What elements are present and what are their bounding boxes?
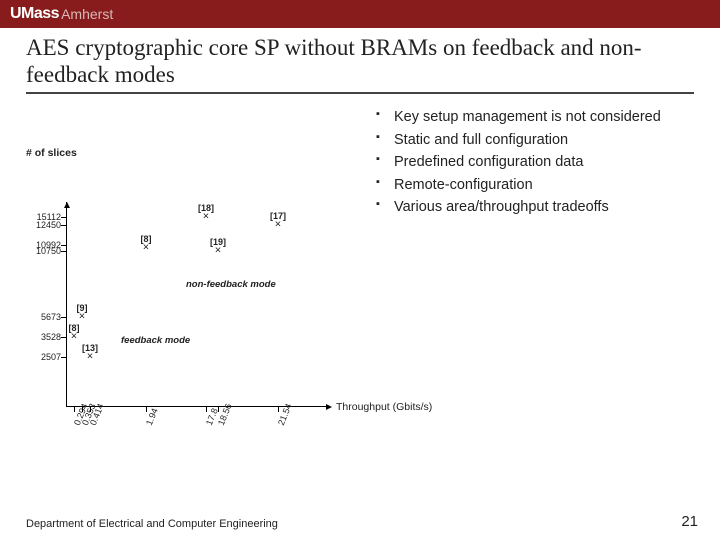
bullet-item: Predefined configuration data: [376, 152, 702, 173]
logo-sub: Amherst: [61, 6, 113, 22]
slide-title: AES cryptographic core SP without BRAMs …: [0, 28, 720, 92]
x-tick: [278, 406, 279, 412]
title-underline: [26, 92, 694, 94]
data-point-marker: ×: [275, 220, 281, 231]
y-tick: [61, 337, 67, 338]
logo-bar: UMass Amherst: [0, 0, 720, 28]
y-tick-label: 10750: [27, 246, 61, 256]
x-tick: [74, 406, 75, 412]
data-point-label: [8]: [69, 323, 80, 333]
x-tick: [146, 406, 147, 412]
y-tick-label: 5673: [27, 312, 61, 322]
y-tick: [61, 357, 67, 358]
x-tick: [82, 406, 83, 412]
region-label: feedback mode: [121, 335, 190, 346]
data-point-marker: ×: [79, 312, 85, 323]
data-point-label: [9]: [77, 303, 88, 313]
y-tick: [61, 317, 67, 318]
data-point-marker: ×: [215, 246, 221, 257]
y-tick-label: 2507: [27, 352, 61, 362]
data-point-marker: ×: [71, 332, 77, 343]
y-axis-label: # of slices: [26, 147, 77, 159]
y-tick-label: 3528: [27, 332, 61, 342]
y-tick: [61, 217, 67, 218]
y-tick: [61, 225, 67, 226]
logo-main: UMass: [10, 5, 59, 23]
page-number: 21: [681, 513, 698, 530]
data-point-marker: ×: [203, 212, 209, 223]
x-tick: [206, 406, 207, 412]
y-arrowhead-icon: [64, 202, 70, 208]
x-tick: [90, 406, 91, 412]
bullet-item: Remote-configuration: [376, 175, 702, 196]
bullet-item: Key setup management is not considered: [376, 107, 702, 128]
x-tick: [218, 406, 219, 412]
data-point-label: [18]: [198, 203, 214, 213]
x-arrowhead-icon: [326, 404, 332, 410]
bullet-item: Static and full configuration: [376, 130, 702, 151]
data-point-marker: ×: [143, 243, 149, 254]
y-tick-label: 12450: [27, 220, 61, 230]
y-tick: [61, 245, 67, 246]
bullet-item: Various area/throughput tradeoffs: [376, 197, 702, 218]
data-point-marker: ×: [87, 352, 93, 363]
region-label: non-feedback mode: [186, 279, 276, 290]
x-axis-label: Throughput (Gbits/s): [336, 401, 432, 413]
y-tick: [61, 251, 67, 252]
scatter-chart: # of slices Throughput (Gbits/s) 1511212…: [26, 167, 356, 427]
bullet-list: Key setup management is not consideredSt…: [376, 107, 702, 220]
data-point-label: [13]: [82, 343, 98, 353]
data-point-label: [17]: [270, 211, 286, 221]
data-point-label: [19]: [210, 237, 226, 247]
footer-text: Department of Electrical and Computer En…: [26, 518, 278, 530]
y-axis: [66, 202, 67, 407]
data-point-label: [8]: [141, 234, 152, 244]
